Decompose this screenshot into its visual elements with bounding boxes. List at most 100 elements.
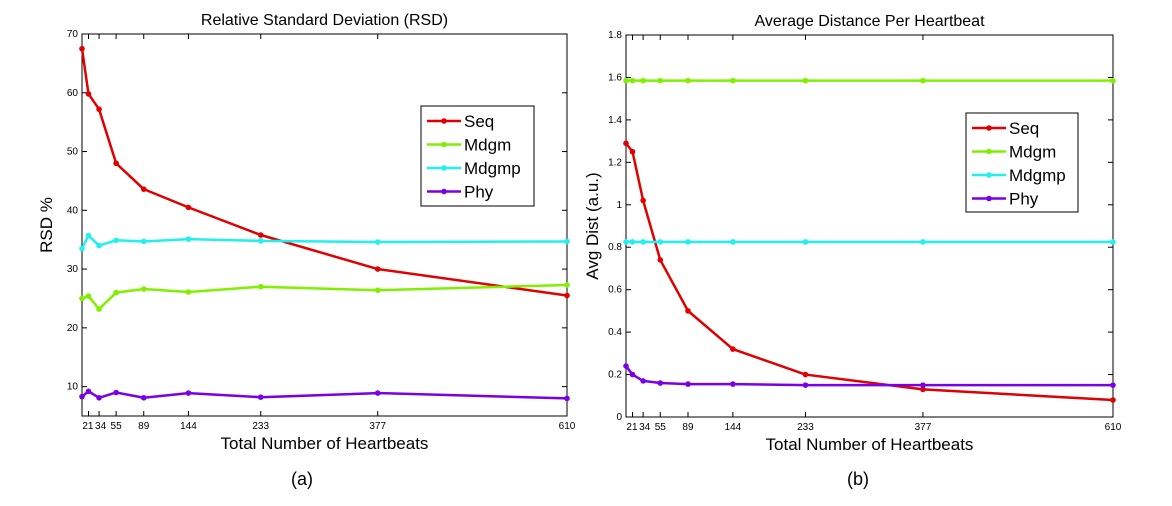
data-point bbox=[79, 295, 85, 302]
data-point bbox=[185, 390, 192, 396]
chart-title: Average Distance Per Heartbeat bbox=[754, 13, 985, 30]
data-point bbox=[96, 306, 102, 312]
legend-box bbox=[965, 112, 1079, 213]
data-point bbox=[657, 239, 664, 245]
legend-label: Seq bbox=[464, 112, 494, 131]
panel-caption: (a) bbox=[291, 469, 313, 489]
plot-area bbox=[81, 33, 568, 417]
data-point bbox=[657, 380, 664, 386]
y-tick-label: 0.4 bbox=[608, 327, 622, 338]
data-point bbox=[140, 238, 147, 245]
series-mdgm bbox=[623, 77, 1116, 84]
data-point bbox=[920, 239, 926, 245]
data-point bbox=[1110, 397, 1116, 403]
y-tick-label: 30 bbox=[67, 264, 79, 275]
data-point bbox=[623, 363, 629, 369]
chart-a: 10 20 30 40 50 60 70 21 34 55 89 144 233 377 610 Relati… bbox=[37, 12, 576, 489]
data-point bbox=[1110, 382, 1116, 388]
data-point bbox=[257, 283, 264, 290]
legend-label: Mdgmp bbox=[464, 159, 521, 178]
data-point bbox=[79, 393, 85, 400]
chart-title: Relative Standard Deviation (RSD) bbox=[201, 12, 448, 29]
data-point bbox=[564, 395, 570, 402]
x-tick-label: 34 bbox=[639, 422, 651, 433]
legend-marker bbox=[986, 195, 992, 202]
x-tick-label: 89 bbox=[138, 421, 150, 432]
x-tick-label: 377 bbox=[369, 421, 386, 432]
data-point bbox=[374, 239, 381, 245]
y-tick-label: 70 bbox=[67, 29, 79, 40]
y-tick-label: 10 bbox=[67, 382, 79, 393]
y-tick-label: 20 bbox=[67, 323, 79, 334]
data-point bbox=[96, 106, 102, 113]
data-point bbox=[140, 186, 147, 192]
data-point bbox=[374, 266, 381, 272]
data-point bbox=[79, 45, 85, 52]
data-point bbox=[685, 308, 691, 314]
series-phy bbox=[623, 363, 1116, 388]
data-point bbox=[802, 371, 809, 378]
data-point bbox=[640, 197, 646, 204]
x-tick-label: 34 bbox=[95, 421, 107, 432]
x-tick-label: 377 bbox=[915, 422, 932, 433]
legend-label: Seq bbox=[1009, 119, 1039, 138]
y-tick-label: 0.2 bbox=[608, 370, 622, 381]
legend-marker bbox=[441, 118, 447, 124]
series-mdgmp bbox=[79, 232, 570, 252]
data-point bbox=[185, 236, 192, 242]
data-point bbox=[640, 239, 646, 245]
x-tick-label: 144 bbox=[725, 422, 742, 433]
data-point bbox=[79, 245, 85, 252]
data-point bbox=[657, 77, 664, 84]
y-tick-label: 0 bbox=[616, 412, 622, 423]
series-seq bbox=[79, 45, 570, 299]
data-point bbox=[640, 378, 646, 384]
data-point bbox=[113, 389, 119, 396]
legend-label: Mdgmp bbox=[1009, 166, 1066, 185]
data-point bbox=[730, 77, 736, 84]
y-tick-label: 1.8 bbox=[608, 30, 622, 41]
data-point bbox=[374, 287, 381, 294]
data-point bbox=[629, 77, 636, 84]
data-point bbox=[730, 239, 736, 245]
data-point bbox=[629, 148, 636, 155]
series-mdgm bbox=[79, 282, 570, 312]
x-tick-label: 144 bbox=[180, 421, 197, 432]
data-point bbox=[564, 282, 570, 288]
data-point bbox=[920, 382, 926, 388]
legend-label: Phy bbox=[1009, 190, 1039, 209]
legend-marker bbox=[986, 125, 992, 131]
data-point bbox=[374, 390, 381, 396]
data-point bbox=[113, 289, 119, 296]
x-tick-label: 21 bbox=[82, 421, 94, 432]
x-axis-label: Total Number of Heartbeats bbox=[766, 435, 974, 454]
y-tick-label: 1.2 bbox=[608, 157, 622, 168]
data-point bbox=[140, 394, 147, 401]
data-point bbox=[802, 382, 809, 388]
data-point bbox=[257, 232, 264, 238]
data-point bbox=[730, 381, 736, 387]
data-point bbox=[96, 242, 102, 249]
chart-b: 0 0.2 0.4 0.6 0.8 1 1.2 1.4 1.6 1.8 21 34 55 89 144 233… bbox=[583, 13, 1122, 489]
data-point bbox=[257, 394, 264, 400]
y-tick-label: 60 bbox=[67, 88, 79, 99]
data-point bbox=[85, 388, 92, 395]
x-tick-label: 610 bbox=[559, 421, 576, 432]
y-tick-label: 50 bbox=[67, 147, 79, 158]
y-axis-label: Avg Dist (a.u.) bbox=[583, 172, 602, 279]
legend-box bbox=[420, 105, 535, 207]
legend-marker bbox=[441, 188, 447, 195]
series-phy bbox=[79, 388, 570, 402]
data-point bbox=[140, 286, 147, 292]
x-tick-label: 55 bbox=[655, 422, 667, 433]
plot-area bbox=[625, 34, 1114, 418]
y-tick-label: 0.8 bbox=[608, 242, 622, 253]
data-point bbox=[113, 237, 119, 244]
y-tick-label: 1.4 bbox=[608, 115, 622, 126]
x-tick-label: 89 bbox=[682, 422, 694, 433]
x-tick-label: 233 bbox=[797, 422, 814, 433]
data-point bbox=[1110, 77, 1116, 84]
series-mdgmp bbox=[623, 239, 1116, 245]
